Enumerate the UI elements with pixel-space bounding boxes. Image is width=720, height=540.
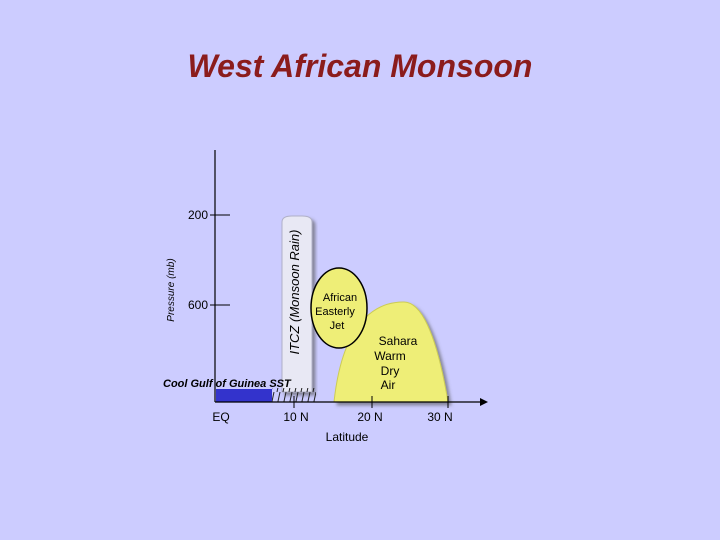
sahara-label-line-1: Sahara — [379, 334, 418, 348]
itcz-column — [281, 215, 313, 393]
gulf-of-guinea-ocean — [216, 389, 272, 402]
jet-label-line-3: Jet — [330, 320, 345, 332]
gulf-sst-label: Cool Gulf of Guinea SST — [163, 378, 292, 390]
y-tick-label-200: 200 — [188, 208, 208, 222]
y-axis-label: Pressure (mb) — [166, 258, 177, 321]
x-axis-label: Latitude — [326, 430, 369, 444]
x-tick-label-30n: 30 N — [427, 410, 452, 424]
sahara-label-line-3: Dry — [381, 364, 400, 378]
y-tick-label-600: 600 — [188, 298, 208, 312]
x-tick-label-10n: 10 N — [283, 410, 308, 424]
jet-label-line-1: African — [323, 292, 357, 304]
jet-label-line-2: Easterly — [315, 306, 355, 318]
page-title: West African Monsoon — [187, 48, 533, 84]
x-tick-label-20n: 20 N — [357, 410, 382, 424]
sahara-label-line-4: Air — [381, 378, 396, 392]
x-tick-label-eq: EQ — [212, 410, 229, 424]
african-easterly-jet — [310, 267, 368, 349]
monsoon-rain-hatching — [272, 388, 316, 402]
sahara-label-line-2: Warm — [374, 349, 406, 363]
x-axis-arrow — [480, 398, 488, 406]
itcz-label: ITCZ (Monsoon Rain) — [287, 230, 302, 355]
